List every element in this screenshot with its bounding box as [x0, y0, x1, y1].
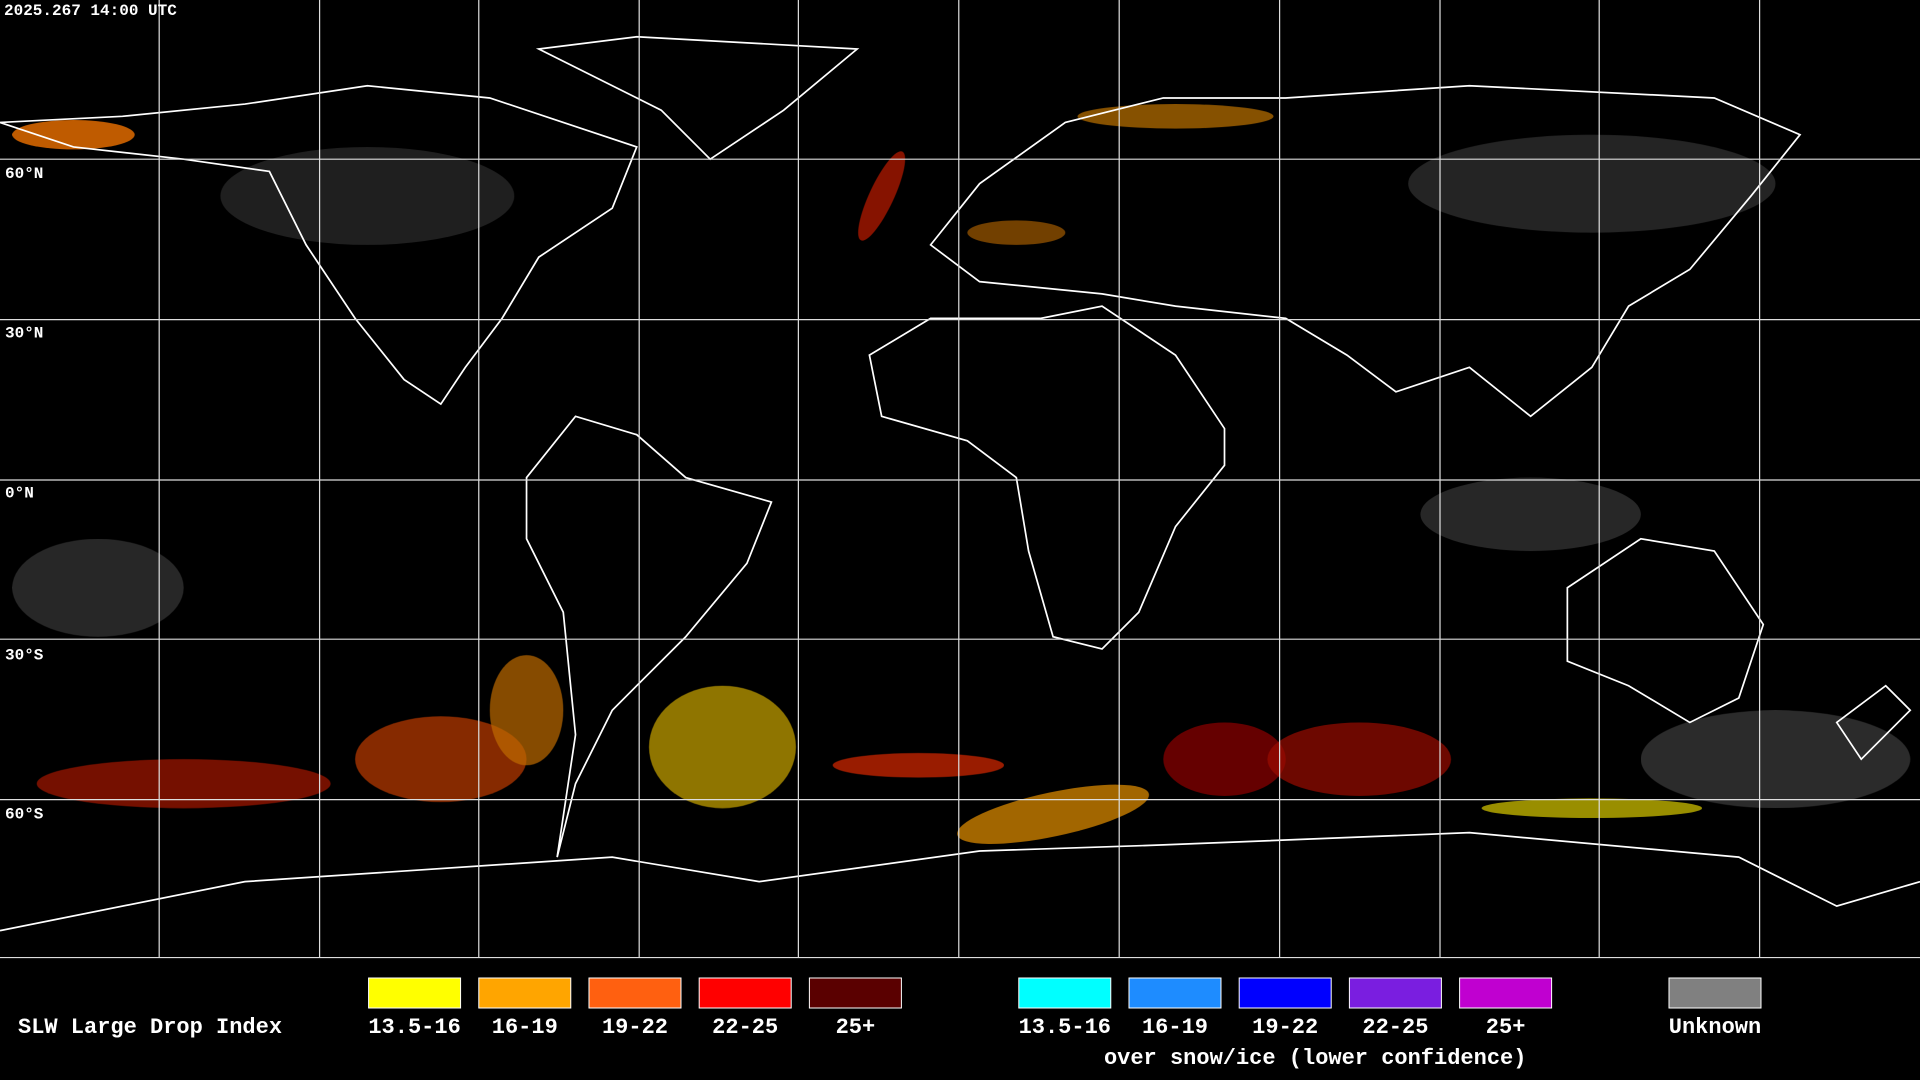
legend-caption: over snow/ice (lower confidence)	[1104, 1046, 1526, 1071]
coastlines	[0, 35, 1920, 932]
legend-label: 22-25	[712, 1015, 778, 1040]
map	[0, 0, 1920, 959]
latitude-label: 60°S	[5, 806, 44, 824]
legend-swatch	[1668, 977, 1762, 1009]
legend-label: Unknown	[1669, 1015, 1761, 1040]
legend-label: 13.5-16	[368, 1015, 460, 1040]
legend-label: 22-25	[1362, 1015, 1428, 1040]
legend-swatch	[808, 977, 902, 1009]
cloud-field	[12, 104, 1911, 844]
legend-swatch	[1238, 977, 1332, 1009]
timestamp: 2025.267 14:00 UTC	[4, 2, 177, 20]
legend-swatch	[368, 977, 462, 1009]
graticule	[0, 0, 1920, 959]
legend-label: 19-22	[1252, 1015, 1318, 1040]
legend-swatch	[698, 977, 792, 1009]
latitude-label: 60°N	[5, 165, 43, 183]
legend-swatch	[1018, 977, 1112, 1009]
legend-label: 25+	[1486, 1015, 1526, 1040]
legend-swatch	[1128, 977, 1222, 1009]
latitude-label: 30°S	[5, 646, 44, 664]
legend-swatch	[588, 977, 682, 1009]
legend-title: SLW Large Drop Index	[18, 1015, 282, 1040]
legend-swatch	[478, 977, 572, 1009]
legend-label: 19-22	[602, 1015, 668, 1040]
legend-label: 25+	[836, 1015, 876, 1040]
legend-swatch	[1459, 977, 1553, 1009]
legend-label: 13.5-16	[1019, 1015, 1111, 1040]
latitude-label: 0°N	[5, 485, 34, 503]
legend-label: 16-19	[1142, 1015, 1208, 1040]
legend-label: 16-19	[492, 1015, 558, 1040]
latitude-label: 30°N	[5, 324, 43, 342]
legend-swatch	[1348, 977, 1442, 1009]
